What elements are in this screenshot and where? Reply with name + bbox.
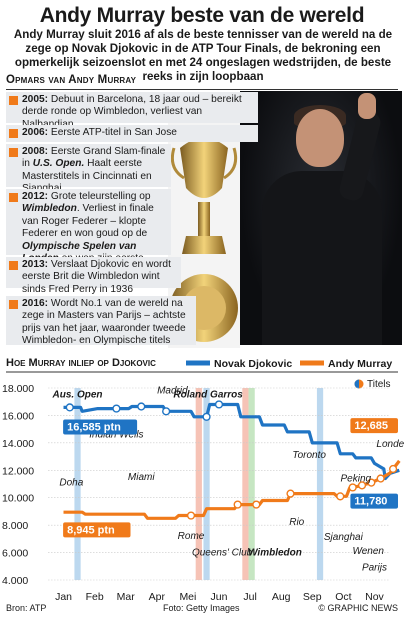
tournament-annotation: Wenen <box>352 546 384 557</box>
y-tick-label: 4.000 <box>2 575 28 587</box>
event-2006: 2006: Eerste ATP-titel in San Jose <box>6 125 258 142</box>
section-heading-palmares: Opmars van Andy Murray <box>6 74 137 86</box>
bullet-square-icon <box>9 193 18 202</box>
tournament-annotation: Sjanghai <box>324 532 364 543</box>
value-box-murray <box>350 418 398 434</box>
murray-title-marker <box>367 478 376 487</box>
y-tick-label: 6.000 <box>2 548 28 560</box>
value-box-djokovic <box>63 419 138 435</box>
x-tick-label: Jan <box>55 591 72 603</box>
x-tick-label: Nov <box>365 591 384 603</box>
value-box-label: 11,780 <box>354 496 387 508</box>
djokovic-title-marker <box>202 412 211 421</box>
djokovic-title-marker <box>65 403 74 412</box>
value-box-label: 12,685 <box>354 420 388 432</box>
tournament-annotation: Roland Garros <box>173 390 243 401</box>
murray-title-marker <box>252 500 261 509</box>
value-box-murray <box>63 522 131 538</box>
tournament-annotation: Parijs <box>362 562 387 573</box>
event-2012: 2012: Grote teleurstelling op Wimbledon.… <box>6 189 171 276</box>
tournament-annotation: Peking <box>341 473 372 484</box>
murray-title-marker <box>286 489 295 498</box>
page-title: Andy Murray beste van de wereld <box>39 4 365 27</box>
photo-credit: Foto: Getty Images <box>163 603 240 613</box>
tournament-annotation: Rio <box>289 517 304 528</box>
event-2013: 2013: Verslaat Djokovic en wordt eerste … <box>6 257 181 295</box>
tournament-annotation: Miami <box>128 472 155 483</box>
page-subtitle: Andy Murray sluit 2016 af als de beste t… <box>13 28 393 83</box>
y-tick-label: 8.000 <box>2 520 28 532</box>
bullet-square-icon <box>9 96 18 105</box>
djokovic-title-marker <box>214 400 224 409</box>
event-2005: 2005: Debuut in Barcelona, 18 jaar oud –… <box>6 92 258 130</box>
x-tick-label: Jul <box>243 591 256 603</box>
section-divider <box>6 89 398 90</box>
tournament-annotation: Queens' Club <box>192 547 253 558</box>
tournament-annotation: Madrid <box>157 385 188 396</box>
murray-title-marker <box>186 511 196 520</box>
value-box-label: 16,585 ptn <box>67 422 121 434</box>
tournament-annotation: Indian Wells <box>89 429 143 440</box>
event-2008: 2008: Eerste Grand Slam-finale in U.S. O… <box>6 144 171 194</box>
tournament-band-1 <box>195 388 202 580</box>
y-tick-label: 18.000 <box>2 383 34 395</box>
tournament-annotation: Aus. Open <box>52 390 103 401</box>
y-tick-label: 10.000 <box>2 493 34 505</box>
tournament-annotation: Doha <box>59 477 83 488</box>
djokovic-title-marker <box>162 407 171 416</box>
murray-head-shape <box>296 109 344 167</box>
y-tick-label: 12.000 <box>2 465 34 477</box>
bullet-square-icon <box>9 261 18 270</box>
murray-hand-shape <box>358 93 376 119</box>
murray-title-marker <box>336 492 345 501</box>
tournament-band-2 <box>203 388 210 580</box>
djokovic-title-marker <box>112 404 121 413</box>
copyright-note: © GRAPHIC NEWS <box>318 603 398 613</box>
legend-murray-label: Andy Murray <box>328 358 392 370</box>
chart-title: Hoe Murray inliep op Djokovic <box>6 357 156 369</box>
bullet-square-icon <box>9 129 18 138</box>
source-note: Bron: ATP <box>6 603 47 613</box>
event-2016: 2016: Wordt No.1 van de wereld na zege i… <box>6 296 196 346</box>
x-tick-label: Sep <box>303 591 322 603</box>
tournament-band-4 <box>248 388 255 580</box>
murray-title-marker <box>233 500 242 509</box>
tournament-annotation: Londen <box>376 439 404 450</box>
x-tick-label: Apr <box>149 591 166 603</box>
djokovic-title-marker <box>137 402 146 411</box>
tournament-annotation: Rome <box>178 531 205 542</box>
x-tick-label: Mar <box>117 591 136 603</box>
tournament-annotation: Wimbledon <box>248 547 302 558</box>
murray-title-marker <box>357 481 367 490</box>
x-tick-label: Oct <box>335 591 351 603</box>
x-tick-label: Jun <box>211 591 228 603</box>
y-tick-label: 14.000 <box>2 438 34 450</box>
legend-titles-label: Titels <box>367 379 391 390</box>
series-line-djokovic <box>63 402 400 481</box>
tournament-band-5 <box>316 388 324 580</box>
series-line-murray <box>63 459 401 520</box>
tournament-band-3 <box>242 388 249 580</box>
murray-title-marker <box>376 474 385 483</box>
x-tick-label: Aug <box>272 591 291 603</box>
x-tick-label: Feb <box>86 591 104 603</box>
x-tick-label: Mei <box>179 591 196 603</box>
ranking-line-chart: Hoe Murray inliep op Djokovic Novak Djok… <box>2 357 404 603</box>
legend-titles-marker <box>354 379 364 389</box>
y-tick-label: 16.000 <box>2 410 34 422</box>
value-box-label: 8,945 ptn <box>67 524 115 536</box>
murray-body-shape <box>262 171 382 345</box>
bullet-square-icon <box>9 148 18 157</box>
bullet-square-icon <box>9 300 18 309</box>
tournament-band-0 <box>74 388 81 580</box>
murray-photo <box>240 91 402 345</box>
tournament-annotation: Toronto <box>292 450 326 461</box>
value-box-djokovic <box>350 493 398 509</box>
murray-title-marker <box>348 483 357 492</box>
murray-title-marker <box>389 464 398 474</box>
legend-djokovic-label: Novak Djokovic <box>214 358 292 370</box>
